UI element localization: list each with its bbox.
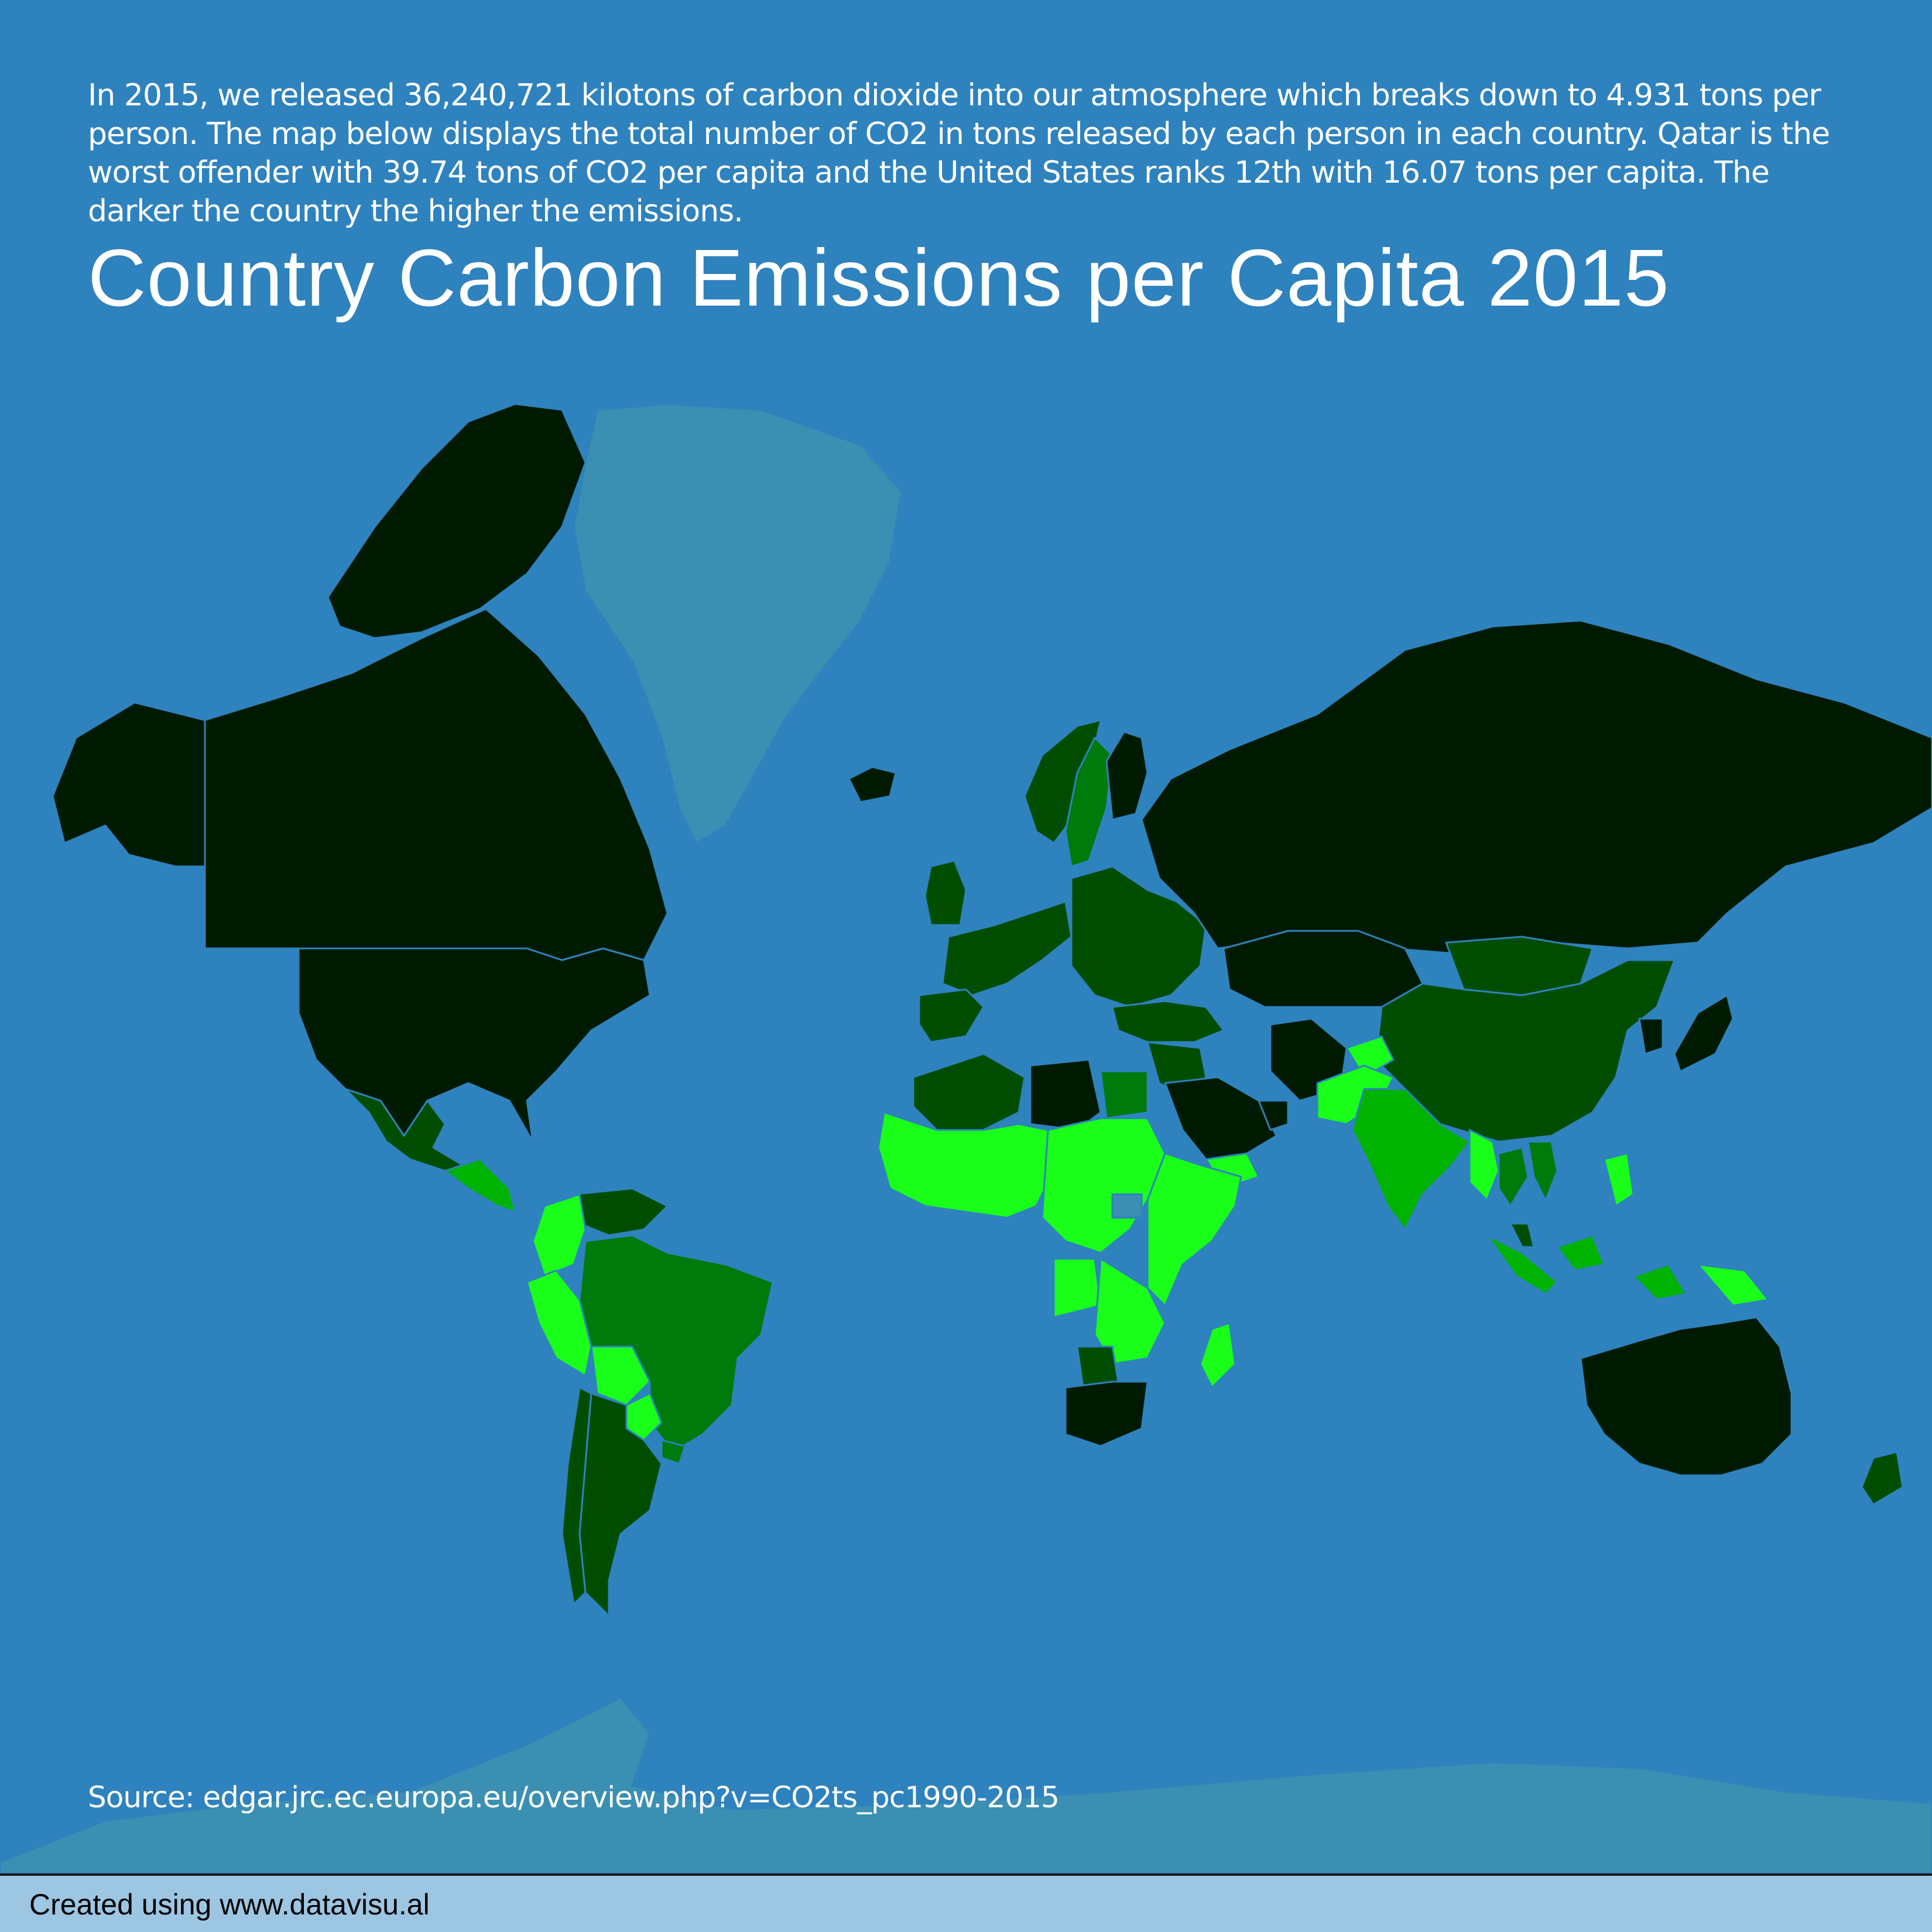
country-myanmar[interactable]: Myanmar [1468,1129,1500,1201]
description-text: In 2015, we released 36,240,721 kilotons… [88,78,1830,229]
country-algeria[interactable]: Algeria [912,1053,1026,1131]
country-malaysia[interactable]: Malaysia [1509,1222,1535,1248]
country-indonesia[interactable]: Indonesia [1486,1234,1687,1301]
country-angola[interactable]: Angola [1053,1258,1102,1318]
country-colombia[interactable]: Colombia [532,1193,587,1277]
country-turkey[interactable]: Turkey [1111,1000,1225,1043]
country-india[interactable]: India [1351,1088,1471,1231]
map-title: Country Carbon Emissions per Capita 2015 [88,233,1670,323]
country-libya[interactable]: Libya [1029,1059,1102,1131]
country-western-europe[interactable]: Western Europe [941,900,1073,996]
country-papua-new-guinea[interactable]: Papua New Guinea [1697,1263,1769,1307]
country-philippines[interactable]: Philippines [1603,1152,1635,1207]
source-note: Source: edgar.jrc.ec.europa.eu/overview.… [88,1780,1060,1814]
country-argentina[interactable]: Argentina [578,1392,663,1617]
country-brazil[interactable]: Brazil [578,1234,774,1453]
country-new-zealand[interactable]: New Zealand [1861,1451,1904,1506]
country-west-africa[interactable]: West Africa [877,1111,1055,1219]
country-spain[interactable]: Spain [918,988,985,1043]
country-united-kingdom[interactable]: United Kingdom [924,859,967,926]
country-finland[interactable]: Finland [1105,731,1149,821]
country-east-africa[interactable]: East Africa [1146,1152,1242,1307]
country-thailand[interactable]: Thailand [1498,1146,1529,1207]
country-greenland[interactable]: Greenland [573,403,903,844]
country-peru[interactable]: Peru [526,1269,592,1377]
country-alaska[interactable]: Alaska [52,701,206,868]
country-egypt[interactable]: Egypt [1099,1070,1149,1119]
country-australia[interactable]: Australia [1580,1316,1793,1477]
country-united-states[interactable]: United States [297,947,651,1143]
country-saudi-arabia[interactable]: Saudi Arabia [1164,1076,1277,1160]
country-korea[interactable]: Korea [1638,1018,1664,1055]
country-japan[interactable]: Japan [1673,994,1734,1073]
country-south-africa[interactable]: South Africa [1064,1381,1149,1447]
country-southern-africa[interactable]: Southern Africa [1094,1258,1166,1365]
country-vietnam[interactable]: Vietnam [1527,1140,1558,1201]
country-gulf-states[interactable]: Gulf States [1258,1099,1289,1131]
country-sweden[interactable]: Sweden [1064,737,1114,868]
country-eastern-europe[interactable]: Eastern Europe [1070,865,1207,1008]
footer-credit-link[interactable]: Created using www.datavisu.al [29,1888,430,1921]
regions-layer: GreenlandAntarcticaCanadaAlaskaUnited St… [0,403,1932,1875]
country-uruguay[interactable]: Uruguay [660,1439,686,1465]
country-madagascar[interactable]: Madagascar [1199,1322,1236,1389]
country-central-america[interactable]: Central America [444,1158,516,1213]
country-russia[interactable]: Russia [1140,619,1932,955]
country-south-sudan[interactable]: South Sudan [1111,1193,1143,1219]
country-iceland[interactable]: Iceland [848,766,897,803]
footer-bar: Created using www.datavisu.al [0,1873,1932,1932]
country-antarctica[interactable]: Antarctica [0,1697,1932,1875]
country-venezuela[interactable]: Venezuela [573,1187,669,1236]
